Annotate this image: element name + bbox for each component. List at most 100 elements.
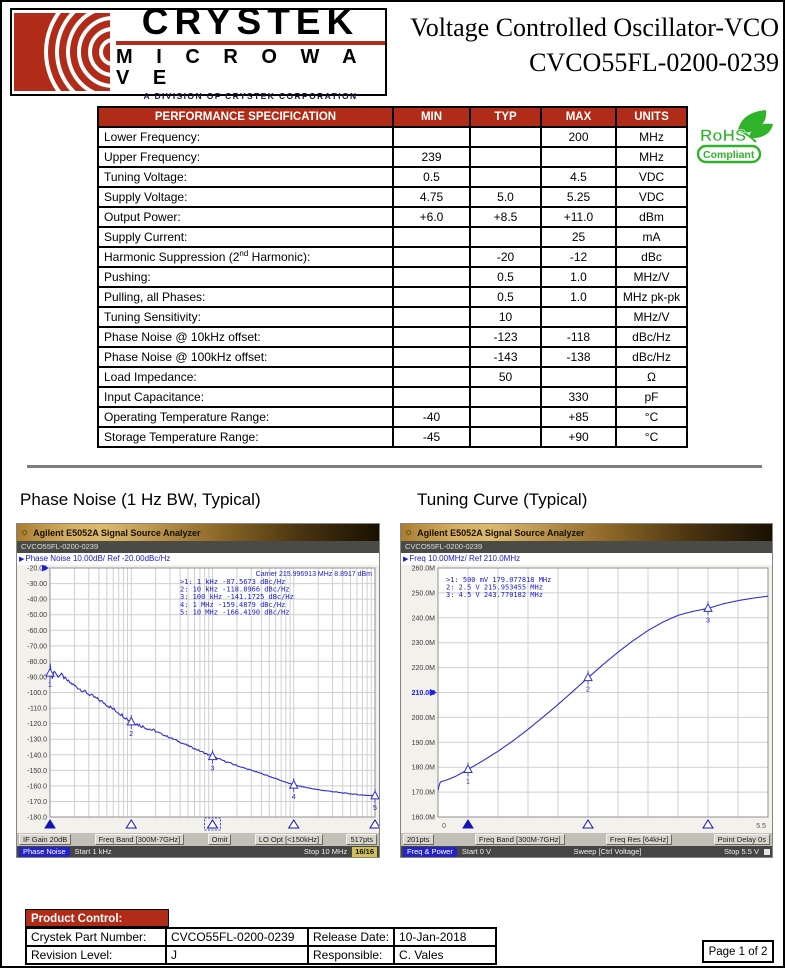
spec-table-row: Output Power: +6.0 +8.5 +11.0 dBm <box>97 206 688 228</box>
status-start-label: Start 0 V <box>461 847 492 856</box>
spec-parameter-cell: Supply Voltage: <box>97 186 394 208</box>
spec-value-cell: 200 <box>540 126 617 148</box>
analyzer-softkey-button: Freq Band [300M-7GHz] <box>94 834 185 845</box>
spec-table-row: Pulling, all Phases: 0.5 1.0 MHz pk-pk <box>97 286 688 308</box>
x-axis-max-label: 5.5 <box>756 823 766 830</box>
tuning-curve-section-title: Tuning Curve (Typical) <box>417 490 588 509</box>
rohs-compliant-text: Compliant <box>703 149 755 161</box>
spec-value-cell: 50 <box>469 366 542 388</box>
spec-value-cell <box>392 366 471 388</box>
y-axis-tick-label: 260.0M <box>412 566 436 573</box>
spec-value-cell: Ω <box>615 366 688 388</box>
rohs-leaf-icon <box>749 123 773 138</box>
trace-info-text: Phase Noise 10.00dB/ Ref -20.00dBc/Hz <box>25 554 171 563</box>
spec-parameter-cell: Input Capacitance: <box>97 386 394 408</box>
doc-title-line1: Voltage Controlled Oscillator-VCO <box>410 13 779 42</box>
axis-marker-triangle-icon <box>125 819 138 829</box>
y-axis-tick-label: 250.0M <box>412 590 436 597</box>
section-divider <box>27 465 762 468</box>
x-axis-min-label: 0 <box>442 823 446 830</box>
spec-header-row: PERFORMANCE SPECIFICATION MIN TYP MAX UN… <box>97 106 688 128</box>
y-axis-tick-label: -80.00 <box>27 659 47 666</box>
y-axis-tick-label: -70.00 <box>27 643 47 650</box>
spec-parameter-cell: Supply Current: <box>97 226 394 248</box>
analyzer-softkey-button: 517pts <box>346 834 377 845</box>
spec-parameter-cell: Upper Frequency: <box>97 146 394 168</box>
product-control-table: Crystek Part Number: CVCO55FL-0200-0239 … <box>25 927 498 965</box>
spec-value-cell <box>540 366 617 388</box>
device-label: CVCO55FL-0200-0239 <box>401 541 772 553</box>
spec-value-cell <box>469 406 542 428</box>
spec-parameter-cell: Tuning Sensitivity: <box>97 306 394 328</box>
spec-header-max: MAX <box>540 106 617 128</box>
spec-value-cell: 1.0 <box>540 286 617 308</box>
spec-table-row: Phase Noise @ 100kHz offset: -143 -138 dBc/… <box>97 346 688 368</box>
spec-parameter-cell: Load Impedance: <box>97 366 394 388</box>
spec-value-cell: °C <box>615 426 688 448</box>
marker-readout-row: 3: 100 kHz -141.1725 dBc/Hz <box>180 593 294 601</box>
spec-parameter-cell: Operating Temperature Range: <box>97 406 394 428</box>
spec-value-cell: +8.5 <box>469 206 542 228</box>
spec-value-cell: 0.5 <box>469 266 542 288</box>
spec-table-row: Operating Temperature Range: -40 +85 °C <box>97 406 688 428</box>
status-mode-chip: Phase Noise <box>19 846 70 857</box>
spec-table-row: Pushing: 0.5 1.0 MHz/V <box>97 266 688 288</box>
y-axis-tick-label: -110.0 <box>28 706 47 713</box>
y-axis-tick-label: -140.0 <box>27 752 47 759</box>
table-row: Revision Level: J Responsible: C. Vales <box>25 945 498 965</box>
spec-value-cell: 4.75 <box>392 186 471 208</box>
tuning-curve-analyzer-window: ☼ Agilent E5052A Signal Source Analyzer … <box>400 523 773 858</box>
crystek-logo: CRYSTEK M I C R O W A V E A DIVISION OF … <box>10 3 387 101</box>
y-axis-tick-label: -170.0 <box>27 799 47 806</box>
spec-table-row: Supply Voltage: 4.75 5.0 5.25 VDC <box>97 186 688 208</box>
spec-value-cell: MHz/V <box>615 266 688 288</box>
spec-value-cell: -123 <box>469 326 542 348</box>
spec-table-row: Upper Frequency: 239 MHz <box>97 146 688 168</box>
status-count-chip: 16/16 <box>352 846 377 857</box>
spec-value-cell <box>469 226 542 248</box>
analyzer-title-bar: ☼ Agilent E5052A Signal Source Analyzer <box>401 524 772 541</box>
spec-value-cell: dBc/Hz <box>615 346 688 368</box>
spec-value-cell <box>469 126 542 148</box>
trace-info-line: ▶Freq 10.00MHz/ Ref 210.0MHz <box>401 553 772 565</box>
y-axis-tick-label: 220.0M <box>412 665 436 672</box>
pc-value: 10-Jan-2018 <box>393 927 498 947</box>
axis-marker-triangle-icon <box>702 819 714 829</box>
y-axis-tick-label: -120.0 <box>27 721 47 728</box>
crystek-swirl-icon <box>14 13 110 91</box>
analyzer-softkey-button: LO Opt [<150kHz] <box>254 834 324 845</box>
marker-readout-row: >1: 1 kHz -87.5673 dBc/Hz <box>180 578 285 586</box>
spec-value-cell: mA <box>615 226 688 248</box>
table-row: Crystek Part Number: CVCO55FL-0200-0239 … <box>25 927 498 947</box>
y-axis-tick-label: 230.0M <box>412 640 436 647</box>
spec-value-cell: dBm <box>615 206 688 228</box>
spec-parameter-cell: Pulling, all Phases: <box>97 286 394 308</box>
spec-table-row: Tuning Voltage: 0.5 4.5 VDC <box>97 166 688 188</box>
spec-value-cell: MHz <box>615 146 688 168</box>
analyzer-softkey-button: 201pts <box>403 834 434 845</box>
curve-marker-3: 3 <box>207 749 218 773</box>
axis-marker-triangle-icon <box>462 819 474 829</box>
spec-value-cell: +85 <box>540 406 617 428</box>
spec-value-cell <box>392 266 471 288</box>
spec-value-cell <box>392 306 471 328</box>
status-mode-chip: Freq & Power <box>403 846 457 857</box>
spec-table-row: Supply Current: 25 mA <box>97 226 688 248</box>
spec-parameter-cell: Phase Noise @ 10kHz offset: <box>97 326 394 348</box>
analyzer-status-bar: Phase Noise Start 1 kHz Stop 10 MHz 16/16 <box>17 846 379 857</box>
spec-value-cell: 4.5 <box>540 166 617 188</box>
analyzer-status-bar: Freq & Power Start 0 V Sweep [Ctrl Voltage… <box>401 846 772 857</box>
tuning-curve-plot: 260.0M 250.0M 240.0M 230.0M 220.0M 210.0M 200.… <box>401 565 772 833</box>
phase-noise-plot: -20.00 -30.00 -40.00 -50.00 -60.00 -70.00 -80.… <box>17 565 379 833</box>
analyzer-footer-buttons: 201pts Freq Band [300M-7GHz] Freq Res [64k… <box>401 833 772 846</box>
spec-value-cell: 25 <box>540 226 617 248</box>
y-axis-tick-label: -60.00 <box>27 628 47 635</box>
analyzer-softkey-button: Freq Res [64kHz] <box>605 834 673 845</box>
brand-sub-name: M I C R O W A V E <box>116 46 365 89</box>
spec-value-cell: 10 <box>469 306 542 328</box>
page-header: CRYSTEK M I C R O W A V E A DIVISION OF … <box>10 3 779 101</box>
marker-readout-row: 2: 10 kHz -118.8966 dBc/Hz <box>180 586 290 594</box>
spec-header-parameter: PERFORMANCE SPECIFICATION <box>97 106 394 128</box>
spec-value-cell: -138 <box>540 346 617 368</box>
marker-readout-row: 2: 2.5 V 215.953455 MHz <box>446 584 543 592</box>
